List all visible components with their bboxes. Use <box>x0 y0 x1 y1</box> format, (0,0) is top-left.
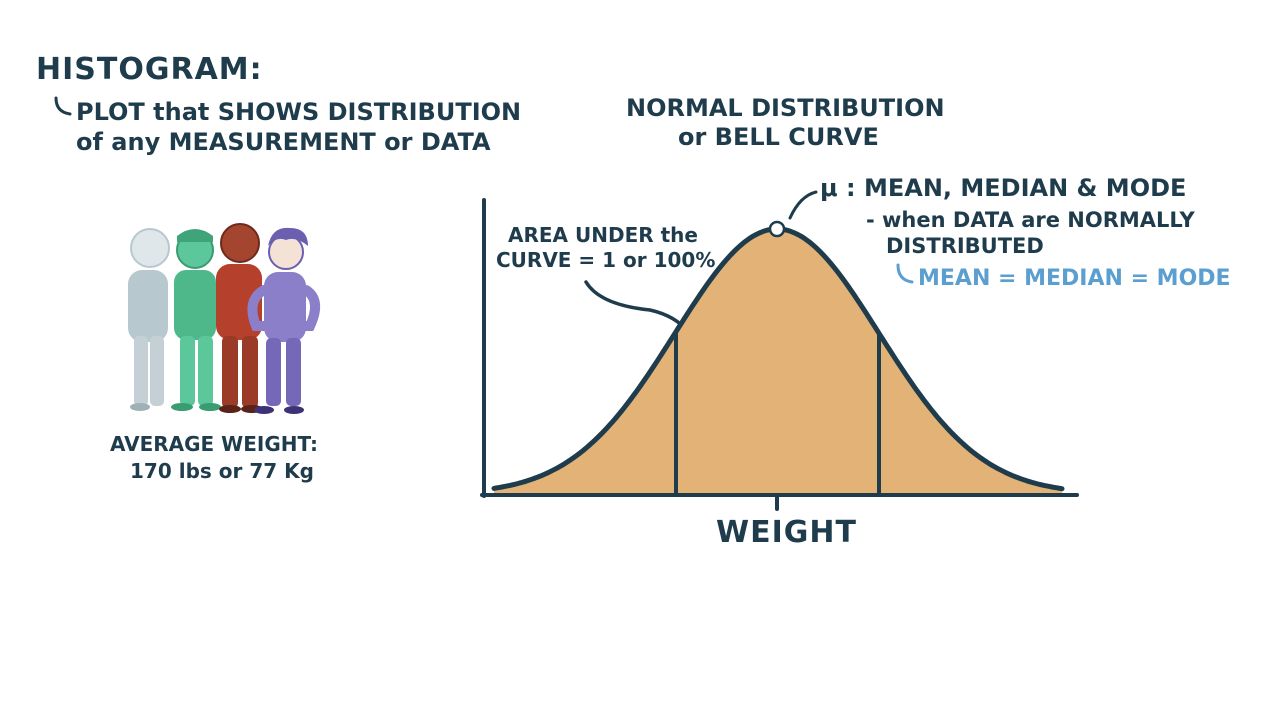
average-weight-label: AVERAGE WEIGHT: <box>110 432 319 456</box>
mean-marker-icon <box>768 220 786 238</box>
average-weight-value: 170 lbs or 77 Kg <box>130 459 314 483</box>
person-purple <box>247 227 321 414</box>
histogram-title: HISTOGRAM: <box>36 52 263 87</box>
equality-hook-icon <box>896 263 914 284</box>
mu-definition: μ : MEAN, MEDIAN & MODE <box>820 174 1187 202</box>
bell-curve-area <box>494 229 1062 494</box>
histogram-definition-line2: of any MEASUREMENT or DATA <box>76 128 491 156</box>
histogram-definition-line1: PLOT that SHOWS DISTRIBUTION <box>76 98 522 126</box>
normal-condition-line1: - when DATA are NORMALLY <box>866 208 1195 232</box>
x-axis-label: WEIGHT <box>716 515 857 550</box>
definition-hook-icon <box>54 96 72 116</box>
normal-distribution-title-line2: or BELL CURVE <box>678 123 879 151</box>
mean-median-mode-equality: MEAN = MEDIAN = MODE <box>918 266 1231 291</box>
area-note-line2: CURVE = 1 or 100% <box>496 248 716 272</box>
mu-leader-line <box>788 190 818 220</box>
normal-condition-line2: DISTRIBUTED <box>886 234 1044 258</box>
people-group-icon <box>128 223 321 414</box>
person-gray <box>128 228 170 411</box>
person-green <box>171 229 221 411</box>
normal-distribution-title-line1: NORMAL DISTRIBUTION <box>626 94 945 122</box>
area-leader-line <box>584 280 690 334</box>
area-note-line1: AREA UNDER the <box>508 223 698 247</box>
